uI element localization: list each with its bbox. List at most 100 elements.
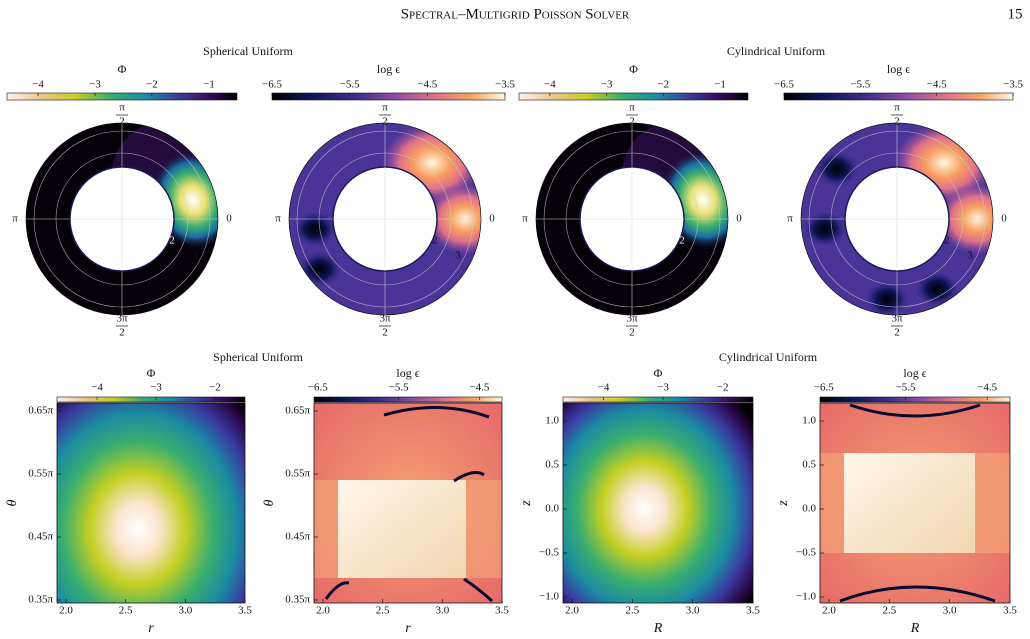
plot-frame xyxy=(819,402,1011,604)
y-tick-label: 0.65π xyxy=(285,405,310,417)
colorbar-tick-label: −1 xyxy=(714,79,726,91)
colorbar-tick-label: −3 xyxy=(601,79,613,91)
heatmap xyxy=(820,403,1010,603)
y-tick-label: −1.0 xyxy=(796,591,816,603)
radial-label: 3 xyxy=(702,250,708,262)
heat-dark xyxy=(298,251,342,287)
angle-label: 0 xyxy=(489,213,495,225)
radial-label: 3 xyxy=(192,250,198,262)
fraction-denominator: 2 xyxy=(894,327,900,339)
page-number: 15 xyxy=(1008,6,1023,22)
colorbar-tick-label: −3.5 xyxy=(1003,79,1023,91)
y-tick-label: −0.5 xyxy=(539,547,559,559)
colorbar-tick-label: −4 xyxy=(32,79,44,91)
y-tick-label: 0.0 xyxy=(802,503,816,515)
radial-label: 2 xyxy=(679,235,685,247)
colorbar-tick-label: −5.5 xyxy=(340,79,360,91)
heatmap xyxy=(563,403,753,603)
x-tick-label: 3.0 xyxy=(178,605,192,617)
y-tick-label: −1.0 xyxy=(539,591,559,603)
angle-label: π xyxy=(787,213,793,225)
colorbar xyxy=(819,396,1011,403)
angle-label: 0 xyxy=(226,213,232,225)
angle-label: 0 xyxy=(1001,213,1007,225)
heatmap xyxy=(314,403,502,603)
fraction-numerator: π xyxy=(119,102,125,114)
colorbar xyxy=(518,92,749,101)
heat-field xyxy=(563,403,753,603)
colorbar-label: log ϵ xyxy=(887,62,910,76)
fraction-denominator: 2 xyxy=(629,116,635,128)
y-tick-label: 0.55π xyxy=(28,468,53,480)
group-title: Cylindrical Uniform xyxy=(719,350,818,364)
heat-dark xyxy=(865,281,909,315)
y-tick-label: 0.0 xyxy=(545,503,559,515)
colorbar-tick-label: −6.5 xyxy=(262,79,282,91)
x-tick-label: 3.0 xyxy=(435,605,449,617)
colorbar-tick-label: −5.5 xyxy=(389,382,409,394)
x-tick-label: 3.0 xyxy=(686,605,700,617)
y-axis-label: z xyxy=(776,500,791,507)
fraction-numerator: 3π xyxy=(891,313,903,325)
x-tick-label: 2.0 xyxy=(316,605,330,617)
x-axis-label: r xyxy=(148,621,154,636)
error-contour xyxy=(463,577,494,603)
fraction-numerator: 3π xyxy=(116,313,128,325)
x-tick-label: 2.5 xyxy=(376,605,390,617)
colorbar xyxy=(783,92,1014,101)
angle-label: π xyxy=(275,213,281,225)
colorbar xyxy=(56,396,246,403)
y-tick-label: 0.45π xyxy=(28,531,53,543)
y-tick-label: 0.5 xyxy=(802,459,816,471)
colorbar-tick-label: −4.5 xyxy=(417,79,437,91)
y-axis-label: θ xyxy=(262,499,277,506)
colorbar-tick-label: −4 xyxy=(91,382,103,394)
colorbar-tick-label: −2 xyxy=(717,382,729,394)
group-title: Cylindrical Uniform xyxy=(727,44,826,58)
fraction-denominator: 2 xyxy=(894,116,900,128)
colorbar-tick-label: −2 xyxy=(146,79,158,91)
colorbar-tick-label: −3.5 xyxy=(495,79,515,91)
heat-field xyxy=(57,403,245,603)
fraction-denominator: 2 xyxy=(119,116,125,128)
x-tick-label: 2.0 xyxy=(565,605,579,617)
colorbar-tick-label: −2 xyxy=(657,79,669,91)
colorbar-label: log ϵ xyxy=(903,366,926,380)
fraction-numerator: π xyxy=(382,102,388,114)
heatmap xyxy=(57,403,245,603)
group-title: Spherical Uniform xyxy=(203,44,293,58)
y-tick-label: 0.45π xyxy=(285,531,310,543)
colorbar xyxy=(6,92,238,101)
colorbar xyxy=(313,396,503,403)
error-contour xyxy=(383,405,490,419)
colorbar-label: Φ xyxy=(654,366,663,380)
plot-frame xyxy=(313,402,503,604)
colorbar-tick-label: −2 xyxy=(209,382,221,394)
colorbar-tick-label: −4 xyxy=(544,79,556,91)
colorbar-tick-label: −6.5 xyxy=(308,382,328,394)
x-axis-label: R xyxy=(910,621,920,636)
heat-dark xyxy=(815,151,859,187)
plot-frame xyxy=(56,402,246,604)
radial-label: 2 xyxy=(944,235,950,247)
colorbar-tick-label: −1 xyxy=(203,79,215,91)
radial-label: 3 xyxy=(967,250,973,262)
colorbar-tick-label: −6.5 xyxy=(814,382,834,394)
x-tick-label: 3.5 xyxy=(746,605,760,617)
x-axis-label: R xyxy=(653,621,663,636)
y-tick-label: 0.65π xyxy=(28,405,53,417)
heat-dark xyxy=(803,211,847,247)
x-tick-label: 2.0 xyxy=(822,605,836,617)
colorbar xyxy=(562,396,754,403)
x-tick-label: 3.0 xyxy=(943,605,957,617)
colorbar-tick-label: −3 xyxy=(150,382,162,394)
colorbar-tick-label: −4.5 xyxy=(469,382,489,394)
y-tick-label: 0.5 xyxy=(545,459,559,471)
colorbar-tick-label: −5.5 xyxy=(896,382,916,394)
x-tick-label: 3.5 xyxy=(238,605,252,617)
fraction-numerator: 3π xyxy=(626,313,638,325)
y-tick-label: 0.55π xyxy=(285,468,310,480)
x-tick-label: 2.5 xyxy=(625,605,639,617)
radial-label: 2 xyxy=(169,235,175,247)
